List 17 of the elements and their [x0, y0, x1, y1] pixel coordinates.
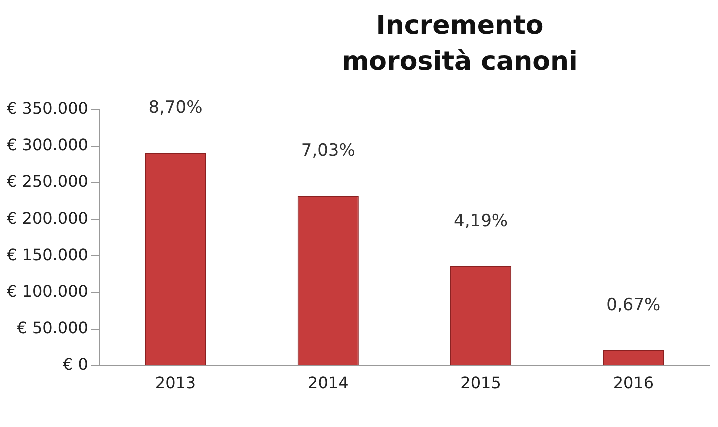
- y-tick-label: € 100.000: [6, 282, 88, 301]
- y-tick-label: € 150.000: [6, 245, 88, 264]
- y-tick-label: € 250.000: [6, 172, 88, 192]
- y-tick-label: € 200.000: [6, 208, 88, 228]
- y-tick-label: € 300.000: [6, 136, 88, 155]
- annotation: 0,67%: [606, 295, 661, 316]
- x-tick-label: 2014: [308, 374, 349, 393]
- annotation: 4,19%: [454, 211, 508, 232]
- x-tick-label: 2016: [613, 374, 654, 393]
- x-tick-label: 2015: [460, 374, 502, 393]
- y-tick-label: € 50.000: [17, 318, 88, 338]
- x-tick-label: 2013: [155, 374, 196, 393]
- annotation: 7,03%: [301, 141, 356, 162]
- y-tick-label: € 0: [62, 354, 88, 374]
- chart-title: Incremento morosità canoni: [341, 10, 579, 79]
- annotation: 8,70%: [148, 98, 203, 118]
- y-tick-label: € 350.000: [6, 99, 88, 118]
